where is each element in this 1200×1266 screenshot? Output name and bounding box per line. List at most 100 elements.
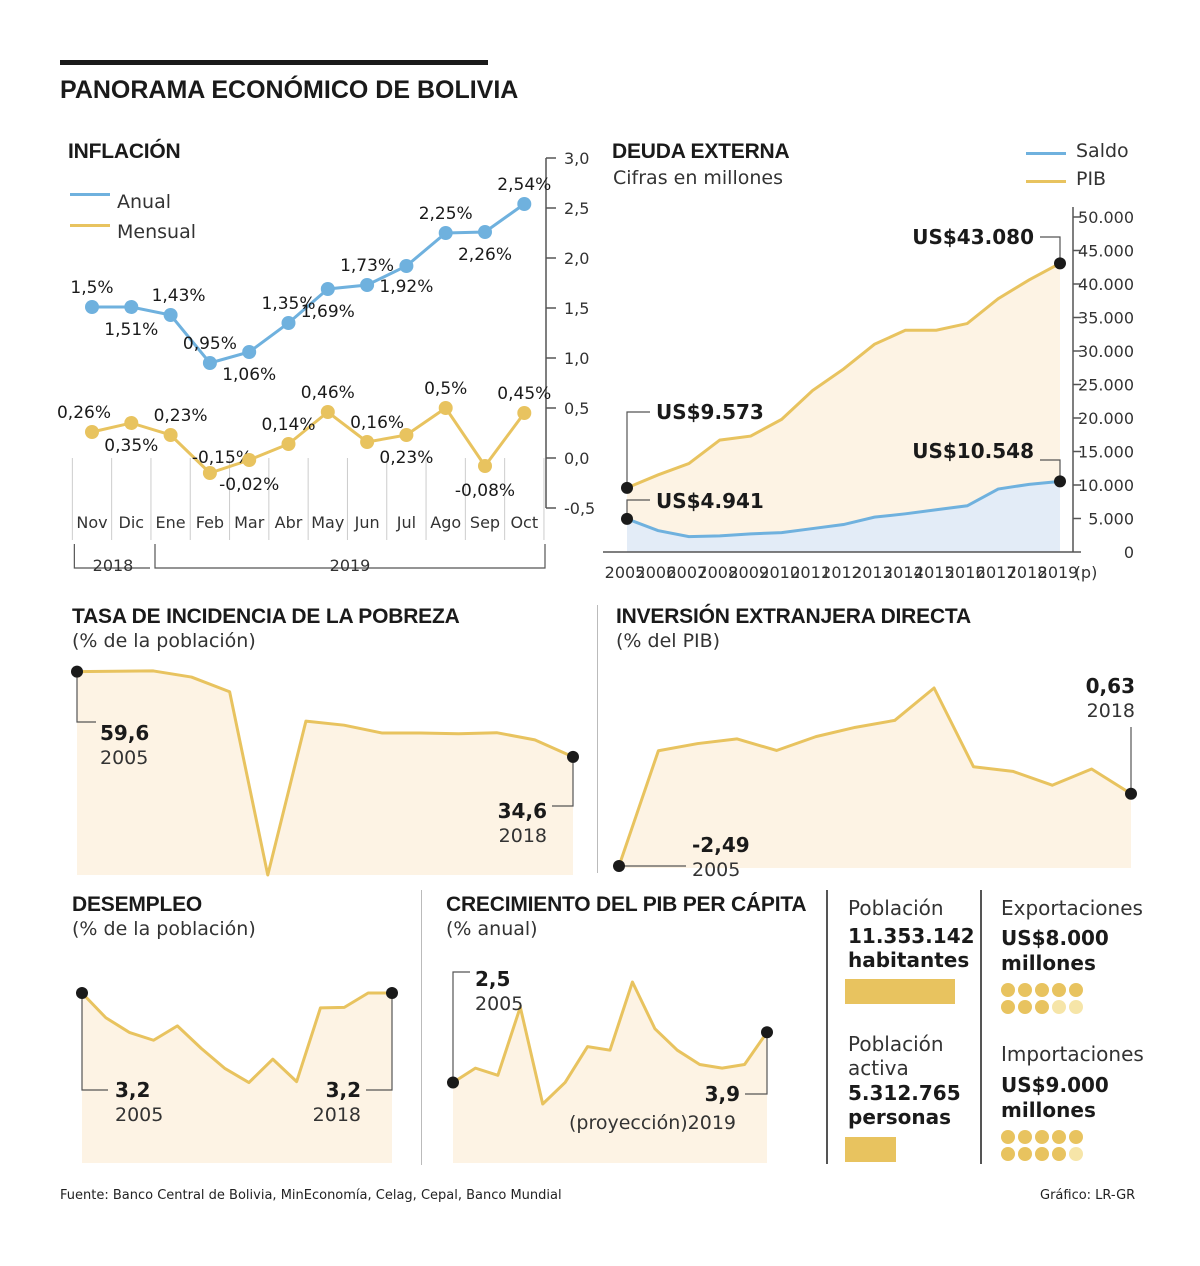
ied-end-point (1125, 787, 1137, 800)
divider-bottom-3 (980, 890, 982, 1164)
inflacion-anual-point (399, 259, 414, 273)
inflacion-x-tick-label: Oct (510, 513, 538, 532)
inflacion-mensual-point (320, 405, 335, 419)
export-dot-filled (1018, 983, 1032, 997)
inflacion-mensual-label: 0,23% (154, 406, 208, 426)
deuda-x-tick-label: 2010 (759, 563, 800, 582)
pobreza-end-year: 2018 (499, 825, 547, 847)
deuda-pib-start-leader (626, 411, 650, 488)
inflacion-anual-point (163, 308, 178, 322)
pobreza-end-value: 34,6 (498, 799, 547, 823)
inflacion-x-tick-label: Abr (275, 513, 303, 532)
export-dot-filled (1035, 983, 1049, 997)
pibpc-area (453, 982, 767, 1163)
deuda-x-tick-label: 2016 (945, 563, 986, 582)
top-rule (60, 60, 488, 65)
import-dot-filled (1035, 1130, 1049, 1144)
deuda-y-tick-label: 50.000 (1078, 208, 1134, 227)
inflacion-mensual-label: 0,14% (261, 415, 315, 435)
inflacion-x-tick-label: Dic (119, 513, 145, 532)
label-2018: 2018 (93, 556, 134, 575)
deuda-x-tick-label: 2007 (666, 563, 707, 582)
inflacion-anual-label: 1,69% (301, 302, 355, 322)
activa-label-1: Población (848, 1032, 944, 1056)
legend-anual-swatch (70, 193, 110, 196)
activa-value: 5.312.765 (848, 1081, 961, 1105)
inflacion-y-tick-label: 1,0 (564, 349, 589, 368)
deuda-x-tick-label: 2012 (821, 563, 862, 582)
import-dot-filled (1001, 1147, 1015, 1161)
deuda-y-tick-label: 20.000 (1078, 409, 1134, 428)
inflacion-chart: 3,0 2,5 2,0 1,5 1,0 0,5 0,0 -0,5 Nov Dic Ene Feb Mar… (57, 149, 595, 575)
ied-area (619, 688, 1131, 868)
export-dot-filled (1018, 1000, 1032, 1014)
inflacion-anual-label: 1,06% (222, 365, 276, 385)
deuda-y-tick-label: 15.000 (1078, 443, 1134, 462)
legend-anual-label: Anual (117, 191, 172, 213)
deuda-x-suffix: (p) (1075, 563, 1098, 582)
inflacion-mensual-label: -0,15% (192, 448, 252, 468)
inflacion-anual-point (242, 345, 257, 359)
activa-label-2: activa (848, 1056, 909, 1080)
deuda-x-tick-label: 2019 (1038, 563, 1079, 582)
deuda-x-tick-label: 2017 (976, 563, 1017, 582)
export-value: US$8.000 (1001, 926, 1109, 950)
inflacion-anual-label: 1,35% (261, 294, 315, 314)
inflacion-y-tick-label: 2,5 (564, 199, 589, 218)
inflacion-anual-label: 1,43% (152, 286, 206, 306)
deuda-y-tick-label: 10.000 (1078, 476, 1134, 495)
legend-mensual-label: Mensual (117, 221, 196, 243)
deuda-saldo-start-leader (626, 499, 650, 519)
deuda-y-tick-label: 25.000 (1078, 376, 1134, 395)
deuda-y-tick-label: 5.000 (1088, 510, 1134, 529)
deuda-x-tick-label: 2014 (883, 563, 924, 582)
pibpc-end-leader (745, 1032, 768, 1095)
deuda-title: DEUDA EXTERNA (612, 140, 790, 163)
deuda-pib-area (627, 263, 1060, 552)
export-dot-filled (1069, 983, 1083, 997)
pobreza-start-leader (76, 671, 96, 723)
ied-line (617, 686, 1132, 867)
desempleo-end-year: 2018 (313, 1104, 361, 1126)
divider-bottom-2 (826, 890, 828, 1164)
import-dot-filled (1018, 1130, 1032, 1144)
deuda-y-tick-label: 40.000 (1078, 275, 1134, 294)
pibpc-title: CRECIMIENTO DEL PIB PER CÁPITA (446, 893, 807, 916)
export-dots (1001, 983, 1083, 1014)
pibpc-start-point (447, 1076, 459, 1089)
legend-pib-label: PIB (1076, 168, 1107, 190)
pibpc-start-leader (452, 971, 470, 1083)
desempleo-end-point (386, 987, 398, 999)
bracket-2019 (154, 544, 546, 569)
deuda-pib-line (626, 262, 1061, 490)
import-dots (1001, 1130, 1083, 1161)
desempleo-title: DESEMPLEO (72, 893, 203, 916)
pibpc-start-value: 2,5 (475, 967, 510, 991)
legend-pib-swatch (1026, 180, 1066, 183)
ied-end-value: 0,63 (1086, 674, 1135, 698)
inflacion-mensual-label: 0,26% (57, 403, 111, 423)
poblacion-unit: habitantes (848, 948, 970, 972)
page-title: PANORAMA ECONÓMICO DE BOLIVIA (60, 76, 519, 104)
pibpc-end-value: 3,9 (705, 1082, 740, 1106)
inflacion-anual-label: 1,92% (379, 277, 433, 297)
pobreza-start-value: 59,6 (100, 721, 149, 745)
legend-saldo-label: Saldo (1076, 140, 1129, 162)
inflacion-x-tick-label: May (311, 513, 344, 532)
deuda-saldo-end-label: US$10.548 (912, 439, 1034, 463)
deuda-y-tick-label: 30.000 (1078, 342, 1134, 361)
ied-start-value: -2,49 (692, 833, 750, 857)
inflacion-anual-label: 1,5% (70, 278, 113, 298)
inflacion-mensual-point (517, 406, 532, 420)
inflacion-anual-label: 1,51% (104, 320, 158, 340)
activa-bar (845, 1137, 896, 1162)
inflacion-mensual-label: 0,35% (104, 436, 158, 456)
desempleo-start-year: 2005 (115, 1104, 163, 1126)
deuda-x-tick-label: 2006 (636, 563, 677, 582)
inflacion-y-tick-label: -0,5 (564, 499, 595, 518)
export-dot-empty (1052, 1000, 1066, 1014)
pobreza-title: TASA DE INCIDENCIA DE LA POBREZA (72, 605, 460, 628)
desempleo-start-value: 3,2 (115, 1078, 150, 1102)
export-dot-filled (1001, 983, 1015, 997)
